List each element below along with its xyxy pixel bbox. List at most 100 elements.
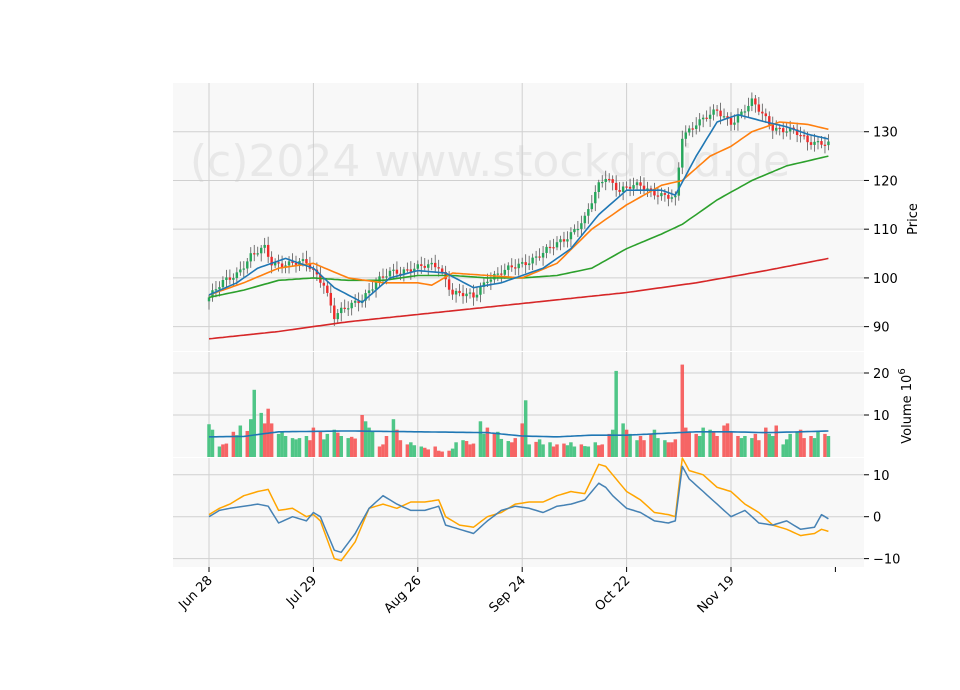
candle-down [719,110,722,117]
volume-bar-down [308,440,312,457]
candle-up [340,307,343,314]
volume-bar-down [405,444,410,457]
candle-down [433,262,437,268]
volume-bar-down [423,447,427,457]
volume-bar-down [711,431,716,457]
volume-bar-up [363,421,368,457]
candle-down [754,98,757,105]
volume-bar-up [697,436,702,457]
candle-up [684,132,687,139]
candle-down [761,111,764,114]
candle-up [632,185,635,189]
candle-up [225,277,228,280]
volume-bar-down [555,444,559,457]
volume-bar-down [823,433,827,457]
candle-up [287,261,291,266]
volume-bar-down [262,423,267,457]
candle-down [781,128,785,133]
candle-down [333,305,336,320]
candle-up [545,246,548,253]
volume-panel-bg [173,352,864,457]
candle-up [214,289,218,291]
ma-mid-line [208,121,829,296]
candle-up [681,138,684,168]
volume-bar-up [391,419,396,457]
volume-bar-up [461,440,465,457]
volume-bar-down [471,443,476,457]
candle-up [660,193,663,197]
volume-bar-down [492,433,497,457]
candle-up [301,259,305,262]
volume-bar-up [750,438,754,457]
volume-bar-up [322,439,326,457]
volume-bar-up [370,431,375,457]
volume-bar-down [534,441,538,457]
candle-down [656,195,660,197]
candle-up [736,115,740,123]
candle-down [768,116,771,125]
price-y-tick-label: 110 [873,223,898,238]
candle-up [604,178,607,182]
candle-up [259,247,263,254]
price-y-tick-label: 130 [873,126,898,141]
volume-bar-down [642,440,646,457]
candle-down [618,190,621,192]
volume-bar-down [753,433,758,457]
candle-down [823,144,827,146]
candle-up [555,242,559,248]
volume-bar-up [496,431,500,457]
volume-bar-down [715,436,719,457]
volume-bar-up [259,412,263,457]
candle-up [580,223,583,229]
volume-bar-down [377,446,382,457]
volume-bar-down [311,427,316,457]
candle-up [534,256,538,258]
candle-up [468,292,472,294]
candle-up [475,294,479,298]
candle-up [583,215,587,224]
candle-up [701,117,705,120]
volume-bar-up [572,446,577,457]
candle-up [218,287,221,290]
candle-up [527,263,531,266]
candle-down [253,253,256,255]
candle-up [350,302,353,309]
price-y-tick-label: 90 [873,321,890,336]
volume-bar-up [548,442,552,457]
candle-down [277,262,280,264]
candle-up [722,116,726,118]
candle-up [816,141,820,143]
volume-bar-up [656,438,660,457]
candle-up [489,279,493,282]
candle-up [733,122,736,125]
candle-down [472,292,475,298]
candle-up [621,186,625,192]
volume-bar-down [802,438,806,457]
candle-down [611,179,614,183]
volume-bar-down [485,427,490,457]
candle-up [239,269,242,273]
volume-bar-down [433,446,437,457]
candle-up [371,289,374,291]
candle-up [743,111,747,113]
candle-up [566,239,569,242]
volume-bar-up [332,429,337,457]
candle-down [799,135,802,137]
candle-up [597,182,600,192]
volume-bar-down [318,431,323,457]
volume-bar-down [757,440,761,457]
candle-down [649,188,653,190]
volume-bar-down [245,430,250,457]
volume-bar-down [398,440,403,457]
candle-up [569,232,573,240]
candle-down [291,261,294,263]
candle-down [423,265,426,268]
price-series-layer [207,92,830,340]
price-y-tick-label: 100 [873,272,898,287]
candle-up [507,265,510,270]
volume-bar-up [294,439,298,457]
volume-bar-down [464,441,469,457]
candle-down [548,246,552,249]
candle-up [242,268,246,270]
candle-up [708,114,712,119]
